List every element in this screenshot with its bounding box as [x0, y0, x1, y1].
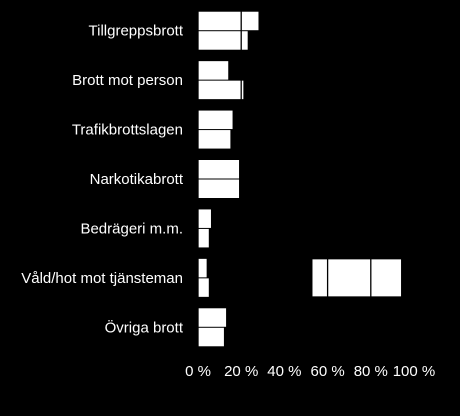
- gridlines-group: [197, 6, 415, 352]
- category-label-1: Tillgreppsbrott: [89, 23, 184, 40]
- x-tick-label-4: 60 %: [310, 363, 344, 380]
- bar-series2-3: [198, 130, 231, 149]
- bar-series2-2: [198, 80, 244, 100]
- bar-series1-2: [198, 61, 229, 80]
- x-tick-labels-group: 0 % 20 % 40 % 60 % 80 % 100 %: [185, 363, 435, 380]
- highlight-bar: [312, 259, 402, 297]
- bar-series1-3: [198, 110, 233, 130]
- bar-series2-1: [198, 31, 248, 50]
- category-label-7: Övriga brott: [105, 318, 184, 336]
- category-label-5: Bedrägeri m.m.: [80, 220, 183, 237]
- bar-series1-4: [198, 160, 240, 179]
- x-tick-label-6: 100 %: [393, 363, 436, 380]
- plot-area: [198, 6, 414, 352]
- bar-series2-4: [198, 179, 240, 198]
- bar-series2-6: [198, 278, 209, 297]
- bar-series2-5: [198, 228, 209, 248]
- category-labels-group: Tillgreppsbrott Brott mot person Trafikbro…: [21, 23, 184, 337]
- category-label-3: Trafikbrottslagen: [72, 122, 183, 139]
- bar-series1-5: [198, 209, 211, 228]
- category-label-4: Narkotikabrott: [90, 171, 184, 188]
- bar-series1-7: [198, 308, 227, 327]
- x-tick-label-2: 20 %: [224, 363, 258, 380]
- x-tick-label-1: 0 %: [185, 363, 211, 380]
- bar-series1-6: [198, 258, 207, 278]
- bar-series1-1: [198, 11, 259, 31]
- category-label-2: Brott mot person: [72, 72, 183, 89]
- x-tick-label-5: 80 %: [354, 363, 388, 380]
- category-label-6: Våld/hot mot tjänsteman: [21, 270, 183, 287]
- bar-series2-7: [198, 327, 224, 347]
- x-tick-label-3: 40 %: [267, 363, 301, 380]
